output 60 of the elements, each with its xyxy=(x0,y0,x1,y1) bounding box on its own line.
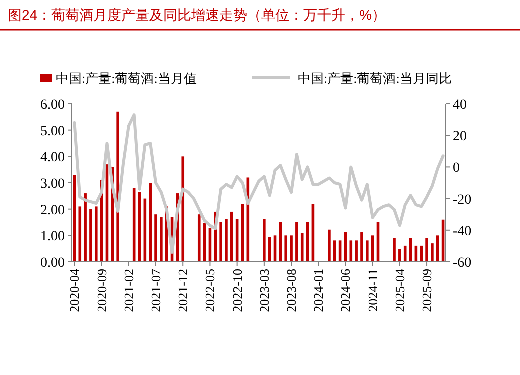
y-tick-label: 5.00 xyxy=(40,124,65,140)
x-tick-label: 2023-03 xyxy=(256,269,272,312)
x-tick-label: 2025-04 xyxy=(392,268,408,312)
bar xyxy=(355,240,358,262)
y-tick-label: 4.00 xyxy=(40,150,65,166)
x-tick-label: 2020-04 xyxy=(67,268,82,312)
bar xyxy=(182,156,185,262)
y-tick-label: 0.00 xyxy=(40,256,65,271)
bar xyxy=(290,236,293,262)
bar xyxy=(296,222,298,262)
bar xyxy=(398,249,402,262)
bar xyxy=(333,240,336,262)
y-tick-label: 3.00 xyxy=(40,177,65,192)
x-tick-label: 2023-08 xyxy=(284,269,300,312)
bar xyxy=(350,240,353,262)
bar xyxy=(420,246,424,262)
y2-tick-label: -20 xyxy=(453,192,472,208)
x-tick-label: 2022-05 xyxy=(202,269,218,312)
bar xyxy=(90,209,92,262)
bar xyxy=(328,230,331,262)
bar xyxy=(436,236,440,262)
x-tick-label: 2025-09 xyxy=(420,269,435,312)
bar xyxy=(360,232,364,262)
bar xyxy=(225,219,228,262)
legend-label: 中国:产量:葡萄酒:当月同比 xyxy=(298,71,452,86)
x-tick-label: 2024-01 xyxy=(311,269,326,312)
x-tick-label: 2021-12 xyxy=(176,269,191,312)
y-tick-label: 2.00 xyxy=(40,203,65,218)
bar xyxy=(198,214,201,262)
bar xyxy=(230,212,234,262)
bar xyxy=(149,183,152,262)
bar xyxy=(284,236,288,262)
x-tick-label: 2024-06 xyxy=(338,268,354,312)
x-tick-label: 2020-09 xyxy=(94,269,110,312)
chart-title: 图24：葡萄酒月度产量及同比增速走势（单位：万千升，%） xyxy=(8,7,386,23)
y2-tick-label: 40 xyxy=(453,98,467,113)
line-series xyxy=(73,114,445,254)
x-tick-label: 2021-02 xyxy=(121,269,136,312)
y-tick-label: 1.00 xyxy=(40,230,65,245)
y2-tick-label: 0 xyxy=(453,161,460,176)
x-tick-label: 2021-07 xyxy=(148,268,164,312)
bar xyxy=(263,219,266,262)
bar xyxy=(78,206,82,262)
bar xyxy=(366,240,369,262)
x-tick-label: 2024-11 xyxy=(365,269,380,312)
y2-tick-label: -40 xyxy=(453,224,472,240)
legend-label: 中国:产量:葡萄酒:当月值 xyxy=(56,71,197,86)
y-tick-label: 6.00 xyxy=(40,98,65,113)
bar xyxy=(300,233,304,262)
bar xyxy=(160,217,163,262)
bar xyxy=(154,214,158,262)
bar xyxy=(94,206,98,262)
y2-tick-label: -60 xyxy=(453,256,472,271)
bar xyxy=(431,244,434,262)
x-tick-label: 2022-10 xyxy=(230,269,245,312)
bar xyxy=(426,238,428,262)
y2-tick-label: 20 xyxy=(453,130,467,145)
bar xyxy=(220,222,222,262)
bar xyxy=(393,238,396,262)
bar xyxy=(84,194,87,262)
